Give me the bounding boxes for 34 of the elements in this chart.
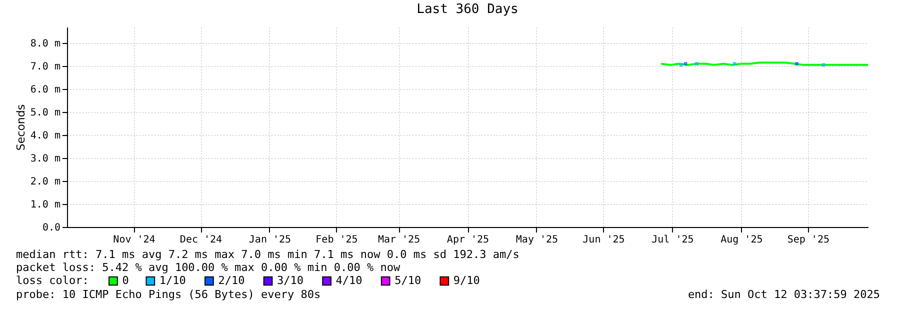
y-tick-label: 3.0 m xyxy=(30,154,60,165)
text: end: Sun Oct 12 03:37:59 2025 xyxy=(688,288,880,301)
y-tick-label: 2.0 m xyxy=(30,176,60,188)
x-tick-label: Apr '25 xyxy=(446,234,490,246)
text: median rtt: 7.1 ms avg 7.2 ms max 7.0 ms min 7.1 ms now 0.0 ms sd 192.3 am/s xyxy=(16,248,520,261)
x-tick-label: Sep '25 xyxy=(787,234,830,246)
y-axis-title: Seconds xyxy=(14,104,28,151)
y-tick-label: 5.0 m xyxy=(30,108,60,119)
legend-label: 5/10 xyxy=(394,274,422,287)
legend-label: 9/10 xyxy=(453,274,480,287)
y-tick-label: 8.0 m xyxy=(30,38,60,50)
x-tick-label: Mar '25 xyxy=(378,234,420,246)
text: packet loss: 5.42 % avg 100.00 % max 0.00 % min 0.00 % now xyxy=(16,261,400,274)
legend-label: 3/10 xyxy=(277,274,304,287)
y-tick-label: 6.0 m xyxy=(30,84,60,96)
legend-label: 1/10 xyxy=(159,274,186,287)
y-tick-label: 0.0 xyxy=(42,222,60,234)
legend-label: 4/10 xyxy=(336,274,362,287)
legend-label: 0 xyxy=(122,274,129,287)
y-tick-label: 4.0 m xyxy=(30,130,60,142)
x-tick-label: May '25 xyxy=(516,234,558,246)
x-tick-label: Jul '25 xyxy=(652,234,694,246)
legend-title: loss color: xyxy=(16,274,89,287)
x-tick-label: Jun '25 xyxy=(582,234,625,246)
legend-label: 2/10 xyxy=(218,274,245,287)
y-tick-label: 1.0 m xyxy=(30,200,60,211)
x-tick-label: Dec '24 xyxy=(180,234,222,246)
x-tick-label: Jan '25 xyxy=(248,234,292,246)
x-tick-label: Feb '25 xyxy=(316,234,358,246)
y-tick-label: 7.0 m xyxy=(30,62,60,73)
chart-title: Last 360 Days xyxy=(416,2,518,17)
x-tick-label: Aug '25 xyxy=(720,234,763,246)
x-tick-label: Nov '24 xyxy=(113,234,156,246)
text: probe: 10 ICMP Echo Pings (56 Bytes) every 80s xyxy=(16,288,321,301)
